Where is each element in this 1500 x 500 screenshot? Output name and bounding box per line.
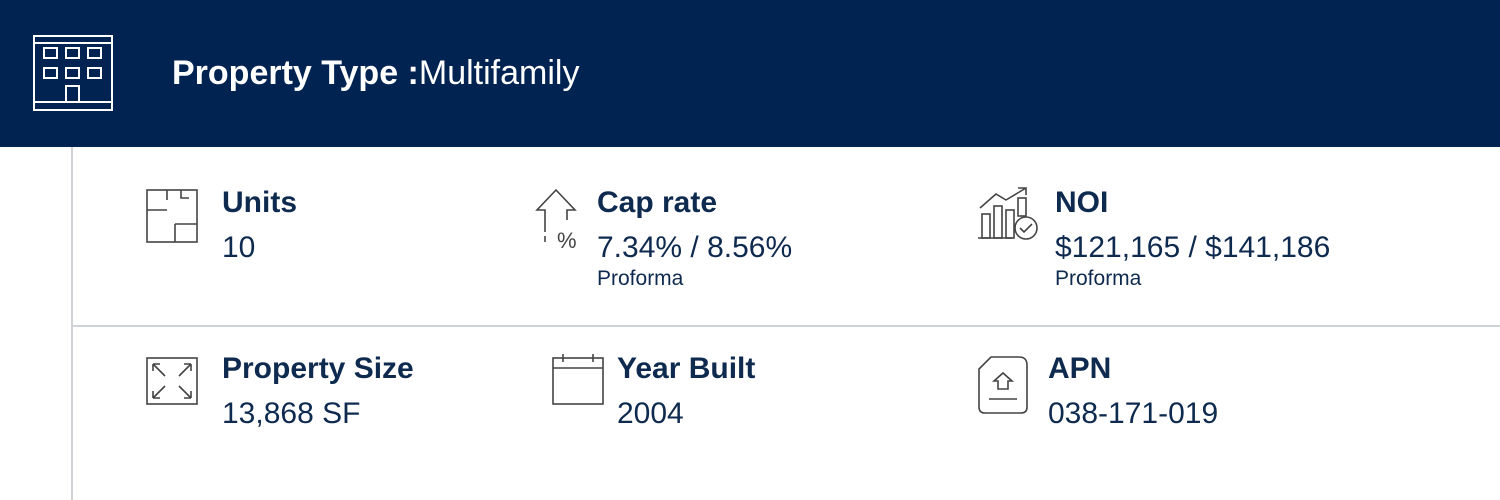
item-note: Proforma xyxy=(597,267,684,290)
item-label: Cap rate xyxy=(597,186,718,219)
left-border xyxy=(71,147,73,500)
size-icon xyxy=(146,357,198,405)
floorplan-icon xyxy=(146,189,198,243)
header-bar: Property Type :Multifamily xyxy=(0,0,1500,147)
property-type: Property Type :Multifamily xyxy=(172,54,579,93)
building-icon xyxy=(33,35,113,111)
property-type-value: Multifamily xyxy=(418,54,580,92)
row-divider xyxy=(73,325,1500,327)
item-value: 2004 xyxy=(617,397,684,430)
item-value: 10 xyxy=(222,231,256,264)
item-value: 038-171-019 xyxy=(1048,397,1219,430)
item-label: Units xyxy=(222,186,297,219)
calendar-icon xyxy=(552,354,604,405)
item-label: Property Size xyxy=(222,352,414,385)
property-type-label: Property Type : xyxy=(172,54,419,92)
item-label: Year Built xyxy=(617,352,756,385)
item-note: Proforma xyxy=(1055,267,1142,290)
item-value: 7.34% / 8.56% xyxy=(597,231,793,264)
apn-icon xyxy=(978,356,1028,414)
caprate-icon: % xyxy=(535,188,577,252)
item-label: NOI xyxy=(1055,186,1109,219)
svg-text:%: % xyxy=(557,228,577,252)
item-value: $121,165 / $141,186 xyxy=(1055,231,1331,264)
noi-icon xyxy=(978,187,1038,240)
item-value: 13,868 SF xyxy=(222,397,361,430)
item-label: APN xyxy=(1048,352,1112,385)
